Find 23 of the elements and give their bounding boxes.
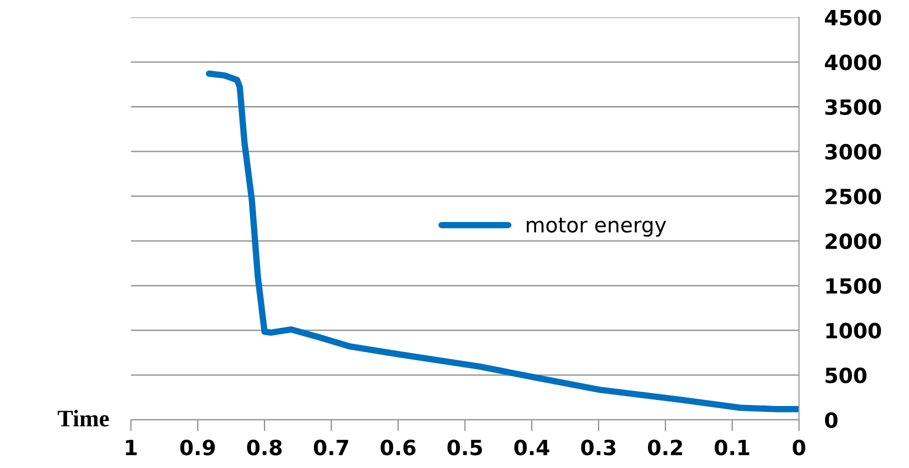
x-tick-label: 0.1 <box>714 440 750 456</box>
legend-label: motor energy <box>526 218 666 237</box>
y-tick-label: 3000 <box>825 144 881 160</box>
y-tick-label: 2500 <box>826 188 881 204</box>
y-tick-label: 4500 <box>824 10 881 26</box>
x-tick-label: 1 <box>126 440 137 456</box>
x-axis-title: Time <box>58 410 109 426</box>
x-tick-label: 0.9 <box>180 440 215 456</box>
y-tick-label: 2000 <box>826 233 881 250</box>
y-tick-label: 1000 <box>826 322 881 339</box>
x-tick-label: 0.8 <box>247 440 282 456</box>
x-tick-label: 0 <box>792 440 806 456</box>
x-tick-label: 0.4 <box>514 440 550 456</box>
y-tick-label: 1500 <box>826 278 881 294</box>
y-tick-label: 3500 <box>825 99 881 115</box>
x-tick-label: 0.2 <box>648 440 682 456</box>
x-tick-label: 0.7 <box>314 440 348 456</box>
y-tick-label: 4000 <box>824 54 881 70</box>
x-tick-label: 0.5 <box>447 440 482 456</box>
y-tick-label: 0 <box>825 412 838 428</box>
x-tick-label: 0.3 <box>581 440 616 456</box>
y-tick-label: 500 <box>826 368 866 384</box>
x-tick-label: 0.6 <box>380 440 416 456</box>
